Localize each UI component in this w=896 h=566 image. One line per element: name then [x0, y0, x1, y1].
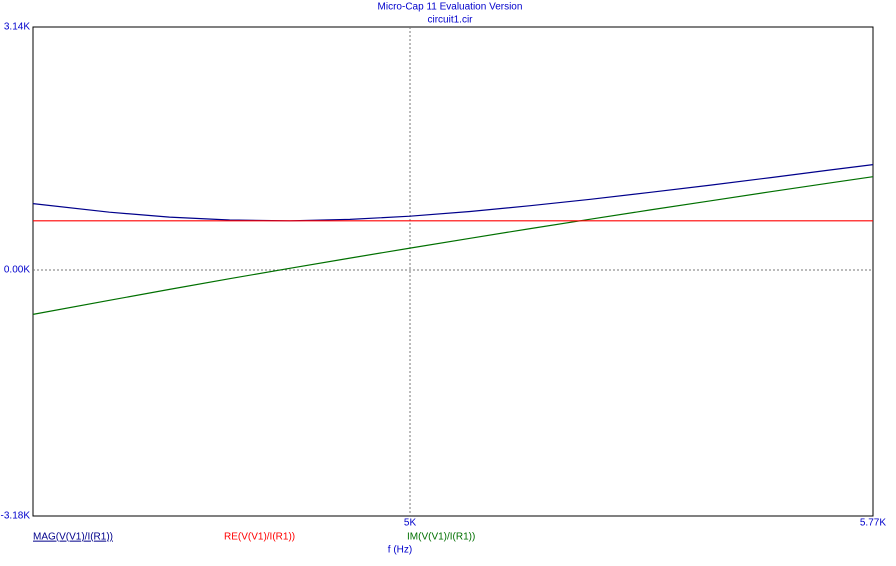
- legend-entry: RE(V(V1)/I(R1)): [224, 532, 295, 543]
- x-tick-label: 5K: [404, 518, 417, 529]
- legend-entry: MAG(V(V1)/I(R1)): [33, 532, 113, 543]
- x-axis-label: f (Hz): [388, 545, 412, 556]
- plot-frame: [32, 26, 874, 517]
- y-tick-label: 3.14K: [4, 22, 30, 33]
- series-line: [32, 164, 874, 222]
- legend-entry: IM(V(V1)/I(R1)): [407, 532, 475, 543]
- chart-subtitle: circuit1.cir: [427, 15, 473, 26]
- x-tick-label: 5.77K: [860, 518, 886, 529]
- series-line: [32, 176, 874, 315]
- y-tick-label: 0.00K: [4, 265, 30, 276]
- chart-title: Micro-Cap 11 Evaluation Version: [378, 2, 523, 13]
- y-tick-label: -3.18K: [1, 511, 31, 522]
